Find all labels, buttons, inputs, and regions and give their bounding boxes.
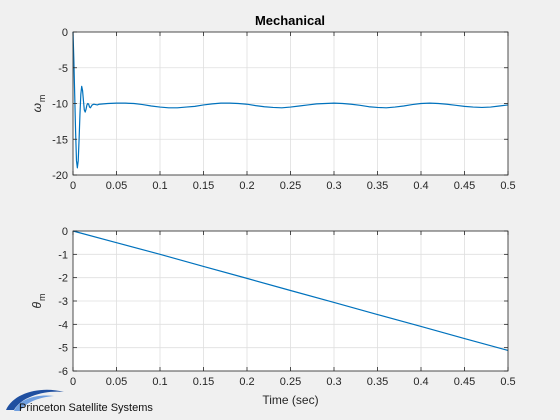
y-tick-label: -6 xyxy=(58,366,68,378)
y-tick-label: -5 xyxy=(58,343,68,355)
y-tick-label: -1 xyxy=(58,249,68,261)
x-tick-label: 0.15 xyxy=(193,180,214,192)
x-tick-label: 0.2 xyxy=(239,180,254,192)
y-axis-label-subscript: m xyxy=(37,293,47,301)
x-tick-label: 0 xyxy=(70,376,76,388)
y-axis-label-subscript: m xyxy=(37,95,47,103)
x-axis-label: Time (sec) xyxy=(262,393,318,407)
y-axis-label-symbol: θ xyxy=(30,302,44,309)
x-tick-label: 0.4 xyxy=(413,180,428,192)
x-tick-label: 0 xyxy=(70,180,76,192)
y-tick-label: -3 xyxy=(58,296,68,308)
figure-title: Mechanical xyxy=(255,13,325,28)
x-tick-label: 0.25 xyxy=(280,180,301,192)
x-tick-label: 0.35 xyxy=(367,180,388,192)
x-tick-label: 0.05 xyxy=(106,376,127,388)
y-axis-label-symbol: ω xyxy=(30,103,44,112)
y-tick-label: -20 xyxy=(52,170,68,182)
y-tick-label: 0 xyxy=(62,226,68,238)
y-tick-label: -5 xyxy=(58,63,68,75)
x-tick-label: 0.5 xyxy=(500,376,515,388)
logo-text: Princeton Satellite Systems xyxy=(19,402,153,414)
x-tick-label: 0.35 xyxy=(367,376,388,388)
x-tick-label: 0.45 xyxy=(454,180,475,192)
x-tick-label: 0.1 xyxy=(152,180,167,192)
y-tick-label: -2 xyxy=(58,273,68,285)
x-tick-label: 0.3 xyxy=(326,376,341,388)
x-tick-label: 0.25 xyxy=(280,376,301,388)
x-tick-label: 0.05 xyxy=(106,180,127,192)
x-tick-label: 0.4 xyxy=(413,376,428,388)
y-tick-label: 0 xyxy=(62,27,68,39)
x-tick-label: 0.3 xyxy=(326,180,341,192)
x-tick-label: 0.45 xyxy=(454,376,475,388)
x-tick-label: 0.1 xyxy=(152,376,167,388)
omega-axes: 0 0.05 0.1 0.15 0.2 0.25 0.3 0.35 0.4 0.45 0.5 -20 -… xyxy=(30,27,516,192)
x-tick-label: 0.15 xyxy=(193,376,214,388)
y-tick-label: -10 xyxy=(52,99,68,111)
x-tick-label: 0.2 xyxy=(239,376,254,388)
y-tick-label: -4 xyxy=(58,319,68,331)
x-tick-label: 0.5 xyxy=(500,180,515,192)
y-tick-label: -15 xyxy=(52,134,68,146)
